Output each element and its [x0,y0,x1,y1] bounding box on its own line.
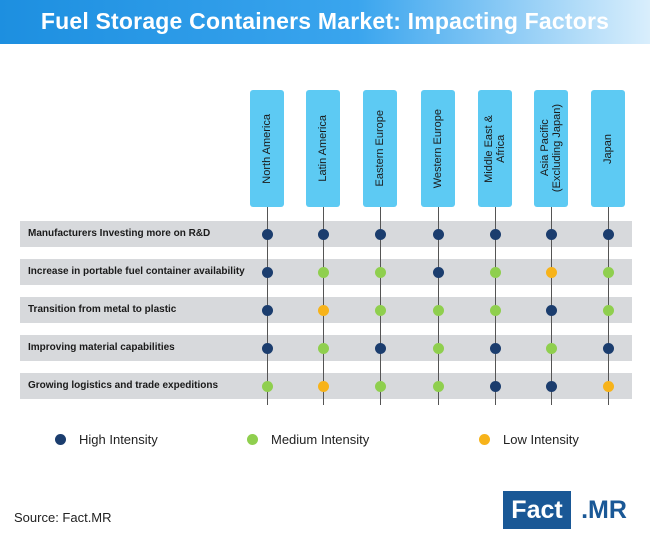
region-name: Japan [602,133,614,164]
column-header-label: Western Europe [421,90,455,207]
intensity-dot-medium [489,266,501,278]
intensity-dot-low [545,266,557,278]
intensity-dot-high [317,228,329,240]
intensity-dot-medium [374,380,386,392]
column-header-3: Western Europe [421,90,455,207]
column-header-label: Eastern Europe [363,90,397,207]
intensity-dot-high [261,304,273,316]
intensity-dot-medium [317,266,329,278]
intensity-dot-high [489,380,501,392]
intensity-dot-high [489,342,501,354]
intensity-dot-medium [432,380,444,392]
factor-label: Increase in portable fuel container avai… [28,266,245,277]
legend-label-medium: Medium Intensity [271,432,370,447]
region-name: Eastern Europe [374,110,386,187]
factor-label: Growing logistics and trade expeditions [28,380,219,391]
intensity-dot-high [432,228,444,240]
column-header-4: Middle East & Africa [478,90,512,207]
region-name: Latin America [317,115,329,182]
column-header-2: Eastern Europe [363,90,397,207]
column-header-6: Japan [591,90,625,207]
intensity-dot-medium [489,304,501,316]
legend-dot-medium [247,434,258,445]
column-header-label: Latin America [306,90,340,207]
intensity-dot-medium [261,380,273,392]
intensity-dot-high [374,342,386,354]
intensity-dot-high [261,266,273,278]
region-name: Middle East & Africa [483,114,507,183]
intensity-dot-medium [374,304,386,316]
column-header-label: Japan [591,90,625,207]
intensity-dot-high [602,342,614,354]
intensity-dot-medium [432,304,444,316]
legend-label-high: High Intensity [79,432,158,447]
region-name: North America [261,113,273,184]
intensity-dot-high [545,228,557,240]
intensity-dot-medium [432,342,444,354]
intensity-dot-high [374,228,386,240]
column-header-label: North America [250,90,284,207]
source-note: Source: Fact.MR [14,510,112,525]
factor-label: Improving material capabilities [28,342,175,353]
page-title: Fuel Storage Containers Market: Impactin… [40,8,610,34]
factor-row: Increase in portable fuel container avai… [20,259,632,285]
column-header-label: Middle East & Africa [478,90,512,207]
intensity-dot-low [602,380,614,392]
intensity-dot-high [261,342,273,354]
intensity-dot-medium [545,342,557,354]
intensity-dot-medium [602,304,614,316]
factor-label: Manufacturers Investing more on R&D [28,228,211,239]
region-name: Western Europe [432,108,444,189]
legend-dot-low [479,434,490,445]
intensity-dot-high [545,304,557,316]
header-banner: Fuel Storage Containers Market: Impactin… [0,0,650,44]
logo-mr-text: .MR [581,496,627,524]
legend-label-low: Low Intensity [503,432,579,447]
intensity-dot-medium [374,266,386,278]
factor-label: Transition from metal to plastic [28,304,177,315]
intensity-dot-high [489,228,501,240]
intensity-dot-high [545,380,557,392]
intensity-dot-medium [602,266,614,278]
legend-dot-high [55,434,66,445]
intensity-dot-low [317,304,329,316]
intensity-dot-high [261,228,273,240]
region-name: Asia Pacific (Excluding Japan) [539,104,563,193]
column-header-1: Latin America [306,90,340,207]
column-header-label: Asia Pacific (Excluding Japan) [534,90,568,207]
column-header-5: Asia Pacific (Excluding Japan) [534,90,568,207]
logo-fact-text: Fact [503,491,571,529]
factmr-logo: Fact .MR [503,491,637,529]
column-header-0: North America [250,90,284,207]
intensity-dot-medium [317,342,329,354]
intensity-dot-high [602,228,614,240]
intensity-dot-low [317,380,329,392]
intensity-dot-high [432,266,444,278]
